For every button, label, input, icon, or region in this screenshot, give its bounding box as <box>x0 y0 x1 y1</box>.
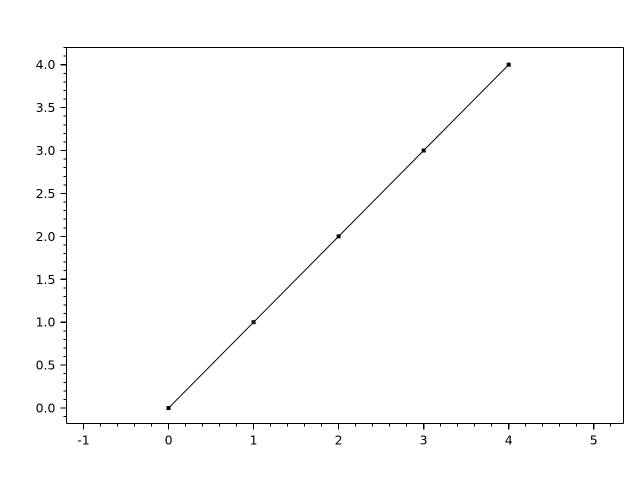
y-tick-label: 2.5 <box>36 186 56 201</box>
axes-background <box>66 47 623 423</box>
x-tick-label: 4 <box>505 433 513 448</box>
data-point-marker <box>251 320 256 325</box>
x-axis-tick-labels: -1 0 1 2 3 4 5 <box>77 433 597 448</box>
y-tick-label: 3.0 <box>36 143 56 158</box>
x-tick-label: 5 <box>590 433 598 448</box>
x-tick-label: 3 <box>420 433 428 448</box>
y-tick-label: 1.0 <box>36 315 56 330</box>
data-markers <box>166 62 511 411</box>
x-tick-label: 1 <box>250 433 258 448</box>
y-axis-tick-labels: 0.0 0.5 1.0 1.5 2.0 2.5 3.0 3.5 4.0 <box>36 57 56 415</box>
x-tick-label: 2 <box>335 433 343 448</box>
data-point-marker <box>166 406 171 411</box>
y-tick-label: 4.0 <box>36 57 56 72</box>
data-point-marker <box>336 234 341 239</box>
y-tick-label: 0.5 <box>36 358 56 373</box>
y-tick-label: 1.5 <box>36 272 56 287</box>
data-point-marker <box>506 62 511 67</box>
y-tick-label: 2.0 <box>36 229 56 244</box>
x-tick-label: 0 <box>165 433 173 448</box>
y-tick-label: 0.0 <box>36 401 56 416</box>
axes-frame <box>65 46 625 425</box>
data-point-marker <box>421 148 426 153</box>
y-tick-label: 3.5 <box>36 100 56 115</box>
x-tick-label: -1 <box>77 433 89 448</box>
major-tick-marks <box>60 64 595 430</box>
